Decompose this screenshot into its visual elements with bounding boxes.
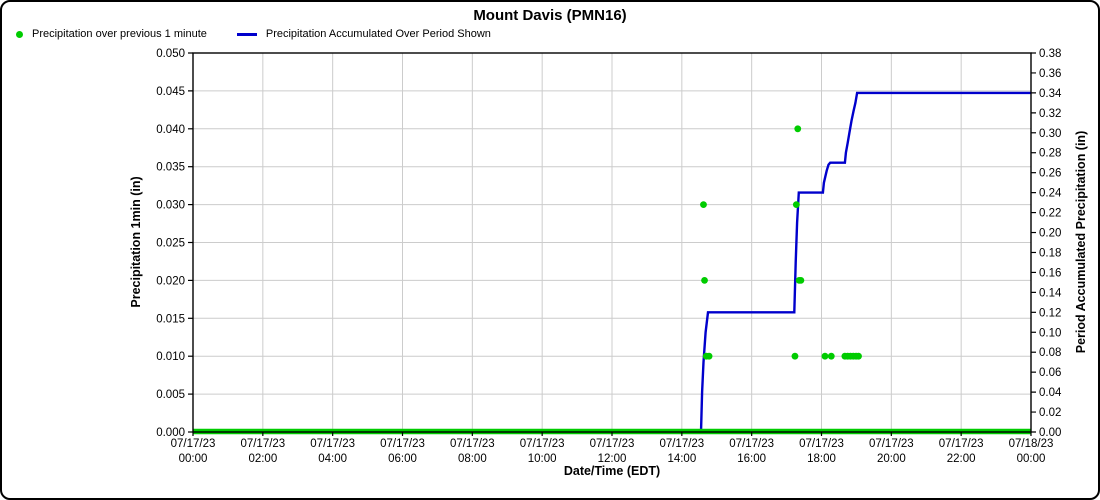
x-tick-label: 07/17/23 22:00 (939, 438, 984, 465)
x-tick-label: 07/17/23 00:00 (171, 438, 216, 465)
x-tick-label: 07/17/23 02:00 (240, 438, 285, 465)
chart-title: Mount Davis (PMN16) (473, 7, 627, 24)
x-tick-label: 07/17/23 16:00 (729, 438, 774, 465)
legend-line-icon (236, 32, 257, 36)
y-right-tick-label: 0.20 (1039, 228, 1061, 240)
y-right-tick-label: 0.24 (1039, 188, 1062, 200)
y-right-tick-label: 0.16 (1039, 267, 1061, 279)
legend-label-accumulated: Precipitation Accumulated Over Period Sh… (265, 28, 491, 40)
precip-dot (705, 352, 713, 360)
y-right-tick-label: 0.22 (1039, 208, 1061, 220)
y-right-tick-label: 0.34 (1039, 88, 1062, 100)
precip-dot (827, 352, 835, 360)
x-tick-label: 07/17/23 04:00 (310, 438, 355, 465)
x-tick-label: 07/17/23 06:00 (380, 438, 425, 465)
x-tick-label: 07/17/23 08:00 (450, 438, 495, 465)
legend: Precipitation over previous 1 minute Pre… (16, 28, 491, 40)
precip-dot (821, 352, 829, 360)
y-left-tick-label: 0.005 (156, 389, 185, 401)
precip-dot (791, 352, 799, 360)
y-right-tick-label: 0.36 (1039, 68, 1061, 80)
y-right-tick-label: 0.12 (1039, 307, 1061, 319)
legend-item-accumulated: Precipitation Accumulated Over Period Sh… (236, 28, 491, 40)
y-left-tick-label: 0.015 (156, 313, 185, 325)
x-tick-label: 07/17/23 20:00 (869, 438, 914, 465)
y-right-tick-label: 0.14 (1039, 287, 1062, 299)
x-tick-label: 07/17/23 18:00 (799, 438, 844, 465)
x-tick-label: 07/18/23 00:00 (1009, 438, 1054, 465)
y-right-tick-label: 0.26 (1039, 168, 1061, 180)
y-left-tick-label: 0.045 (156, 86, 185, 98)
y-right-tick-label: 0.18 (1039, 247, 1061, 259)
x-tick-label: 07/17/23 14:00 (659, 438, 704, 465)
legend-dot-icon (16, 30, 23, 38)
precip-dot (855, 352, 862, 360)
y-right-tick-label: 0.08 (1039, 347, 1061, 359)
y-right-tick-label: 0.04 (1039, 387, 1062, 399)
y-left-tick-label: 0.035 (156, 162, 185, 174)
y-right-tick-label: 0.38 (1039, 48, 1061, 60)
y-right-tick-label: 0.32 (1039, 108, 1061, 120)
y-left-tick-label: 0.000 (156, 427, 185, 439)
y-right-tick-label: 0.28 (1039, 148, 1061, 160)
legend-item-precip-1min: Precipitation over previous 1 minute (16, 28, 207, 40)
y-right-tick-label: 0.02 (1039, 407, 1061, 419)
y-left-tick-label: 0.050 (156, 48, 185, 60)
precip-dot (792, 201, 800, 209)
legend-label-precip-1min: Precipitation over previous 1 minute (32, 28, 207, 40)
y-left-tick-label: 0.030 (156, 200, 185, 212)
y-left-tick-label: 0.040 (156, 124, 185, 136)
x-tick-label: 07/17/23 12:00 (590, 438, 635, 465)
y-right-tick-label: 0.00 (1039, 427, 1061, 439)
x-axis-title: Date/Time (EDT) (563, 464, 661, 478)
y-right-tick-label: 0.10 (1039, 327, 1061, 339)
precip-dot (701, 277, 708, 284)
y-left-tick-label: 0.020 (156, 275, 185, 287)
accumulated-precip-line (193, 91, 1031, 434)
precip-dot (794, 125, 802, 133)
precip-dot (797, 277, 805, 284)
y-left-tick-label: 0.010 (156, 351, 185, 363)
x-tick-label: 07/17/23 10:00 (520, 438, 565, 465)
y-left-tick-label: 0.025 (156, 238, 185, 250)
precip-dot (700, 201, 707, 209)
y-right-tick-label: 0.30 (1039, 128, 1061, 140)
y-right-tick-label: 0.06 (1039, 367, 1061, 379)
